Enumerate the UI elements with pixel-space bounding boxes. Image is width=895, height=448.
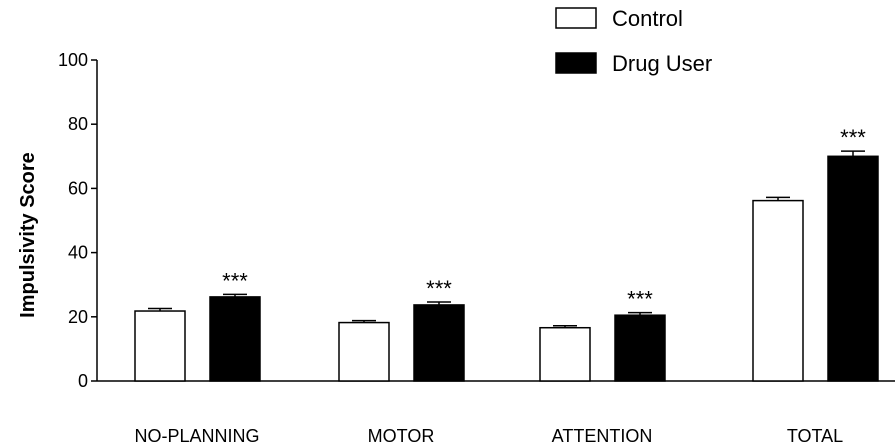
bar-drug-user (614, 314, 666, 382)
x-category-label: TOTAL (787, 426, 843, 446)
significance-marker: *** (627, 287, 653, 312)
bar-drug-user (209, 296, 261, 382)
y-tick-label: 0 (78, 371, 88, 391)
legend-swatch-drug-user (555, 52, 597, 74)
x-category-label: NO-PLANNING (134, 426, 259, 446)
y-tick-label: 80 (68, 114, 88, 134)
significance-marker: *** (840, 125, 866, 150)
labels: 0 20 40 60 80 100 *** NO-PLANNING *** MOTOR *** ATT… (58, 50, 866, 446)
bar-control (134, 310, 186, 382)
bar-control (539, 326, 591, 382)
y-tick-label: 20 (68, 307, 88, 327)
legend-label-drug-user: Drug User (612, 51, 712, 76)
legend: Control Drug User (555, 6, 712, 76)
legend-label-control: Control (612, 6, 683, 31)
y-axis-label: Impulsivity Score (17, 152, 39, 318)
y-tick-label: 100 (58, 50, 88, 70)
bar-control (752, 199, 804, 382)
y-tick-label: 60 (68, 178, 88, 198)
y-tick-label: 40 (68, 243, 88, 263)
bar-control (338, 321, 390, 382)
bar-drug-user (827, 155, 879, 382)
x-category-label: ATTENTION (552, 426, 653, 446)
bar-drug-user (413, 304, 465, 382)
x-category-label: MOTOR (368, 426, 435, 446)
significance-marker: *** (222, 268, 248, 293)
bars (134, 150, 879, 382)
legend-swatch-control (555, 7, 597, 29)
significance-marker: *** (426, 276, 452, 301)
